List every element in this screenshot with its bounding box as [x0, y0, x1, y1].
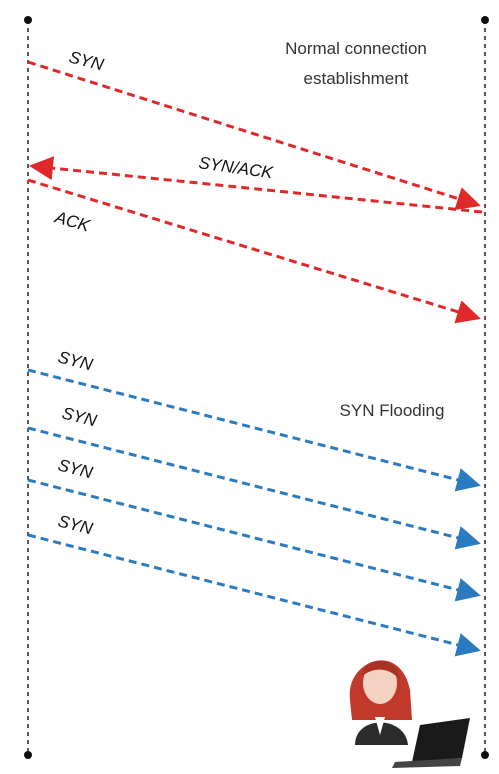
dot	[24, 751, 32, 759]
dot	[481, 751, 489, 759]
background	[0, 0, 499, 774]
dot	[24, 16, 32, 24]
section-title: SYN Flooding	[340, 401, 445, 420]
dot	[481, 16, 489, 24]
section-title: establishment	[304, 69, 409, 88]
section-title: Normal connection	[285, 39, 427, 58]
diagram: Normal connection establishment SYN Floo…	[0, 0, 499, 774]
